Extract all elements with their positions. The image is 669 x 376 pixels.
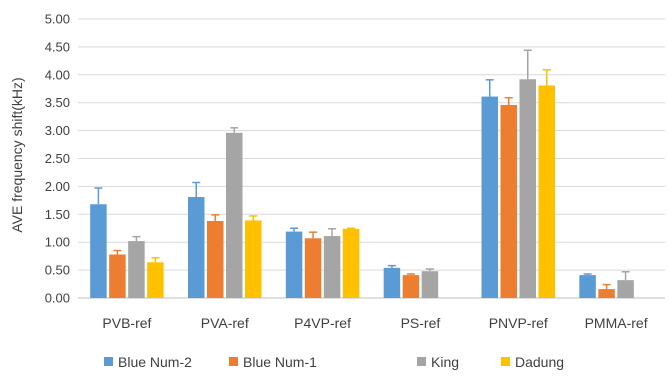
bar [342, 228, 360, 298]
bar [207, 220, 224, 298]
bar [617, 280, 634, 298]
bar [226, 132, 243, 298]
x-tick-label: PS-ref [401, 315, 441, 331]
legend-label: Blue Num-1 [243, 354, 317, 370]
bar [90, 204, 107, 298]
bar [519, 79, 536, 298]
y-axis-ticks: 0.00 0.50 1.00 1.50 2.00 2.50 3.00 3.50 4.00 4.50… [45, 12, 70, 306]
bar [383, 267, 401, 298]
x-tick-label: PMMA-ref [585, 315, 648, 331]
y-tick-label: 1.00 [45, 235, 70, 250]
y-axis-title: AVE frequency shift(kHz) [9, 77, 25, 232]
legend-swatch [229, 357, 238, 366]
bar [538, 85, 555, 298]
bar [402, 275, 420, 298]
bar [188, 197, 205, 298]
bar [500, 104, 517, 298]
legend-swatch [104, 357, 113, 366]
bar [579, 275, 596, 298]
bar [285, 231, 303, 298]
x-tick-label: PVB-ref [102, 315, 151, 331]
bar [598, 289, 615, 298]
y-tick-label: 2.00 [45, 179, 70, 194]
bar [109, 254, 126, 298]
bar [323, 236, 341, 298]
legend-swatch [417, 357, 426, 366]
y-tick-label: 3.50 [45, 95, 70, 110]
y-tick-label: 2.50 [45, 151, 70, 166]
legend: Blue Num-2 Blue Num-1 King Dadung [104, 354, 564, 370]
x-tick-label: PVA-ref [201, 315, 249, 331]
y-tick-label: 0.00 [45, 291, 70, 306]
bar [481, 96, 498, 298]
bar [245, 220, 262, 298]
x-axis-labels: PVB-ref PVA-ref P4VP-ref PS-ref PNVP-ref PMMA… [102, 315, 647, 331]
legend-label: King [431, 354, 459, 370]
gridlines [78, 18, 665, 299]
bar [147, 262, 164, 298]
error-bars [94, 49, 630, 290]
y-tick-label: 4.50 [45, 39, 70, 54]
x-tick-label: PNVP-ref [489, 315, 548, 331]
legend-label: Blue Num-2 [118, 354, 192, 370]
bar [421, 271, 439, 298]
y-tick-label: 1.50 [45, 207, 70, 222]
y-tick-label: 4.00 [45, 67, 70, 82]
y-tick-label: 5.00 [45, 12, 70, 27]
x-tick-label: P4VP-ref [294, 315, 351, 331]
y-tick-label: 0.50 [45, 263, 70, 278]
legend-label: Dadung [515, 354, 564, 370]
bar [128, 241, 145, 298]
y-tick-label: 3.00 [45, 123, 70, 138]
legend-swatch [501, 357, 510, 366]
bars [90, 79, 634, 298]
bar [304, 238, 322, 298]
